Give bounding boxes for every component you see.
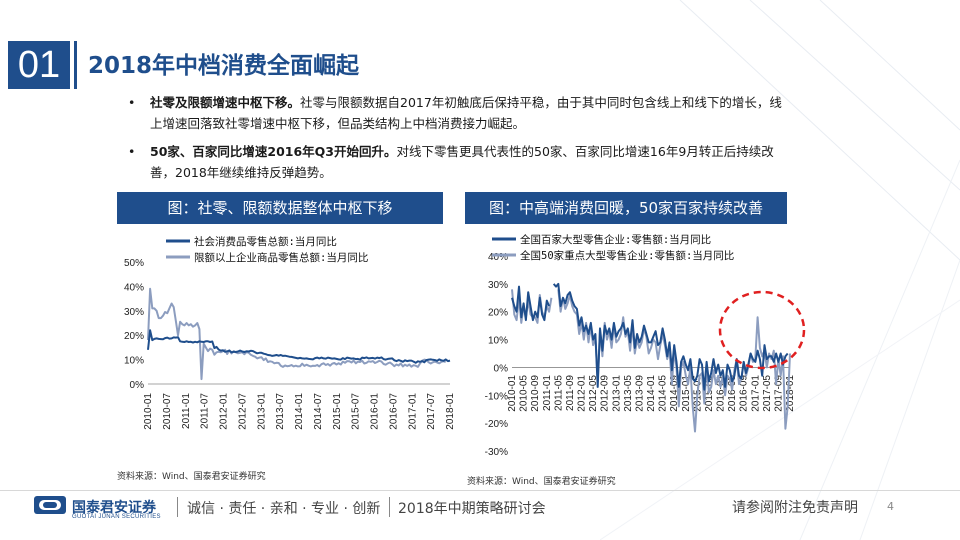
x-tick-label: 2017-01 [750,375,761,412]
x-tick-label: 2017-09 [773,375,784,412]
y-tick-label: 20% [488,308,508,319]
section-number: 01 [8,41,70,89]
x-tick-label: 2015-01 [332,393,343,430]
bullet-2-heading: 50家、百家同比增速2016年Q3开始回升。 [150,144,397,159]
footer-slogan: 诚信 · 责任 · 亲和 · 专业 · 创新 [187,501,381,517]
x-tick-label: 2016-05 [727,375,738,412]
footer-disclaimer: 请参阅附注免责声明 [732,500,858,516]
series-line [147,287,447,381]
legend-label: 社会消费品零售总额:当月同比 [194,235,337,248]
x-tick-label: 2016-01 [370,393,381,430]
x-tick-label: 2014-07 [313,393,324,430]
y-tick-label: 10% [488,336,508,347]
x-tick-label: 2013-09 [634,375,645,412]
y-tick-label: -30% [485,447,508,458]
y-tick-label: -10% [485,391,508,402]
x-tick-label: 2015-07 [351,393,362,430]
y-tick-label: 0% [494,363,509,374]
charts-canvas: 0%10%20%30%40%50%2010-01 2010-07 2011-01 20… [124,233,806,458]
company-logo-icon [34,496,66,514]
x-tick-label: 2016-09 [739,375,750,412]
x-tick-label: 2012-07 [237,393,248,430]
x-tick-label: 2017-01 [407,393,418,430]
x-tick-label: 2014-05 [658,375,669,412]
x-tick-label: 2013-01 [256,393,267,430]
x-tick-label: 2017-05 [762,375,773,412]
footer-divider [0,490,960,491]
x-tick-label: 2018-01 [445,393,456,430]
bullet-dot: • [128,95,136,110]
y-tick-label: 50% [124,258,144,269]
x-tick-label: 2018-01 [785,375,796,412]
bullet-item-1: • 社零及限额增速中枢下移。社零与限额数据自2017年初触底后保持平稳，由于其中… [128,92,793,134]
left-chart-title: 图：社零、限额数据整体中枢下移 [117,192,443,224]
x-tick-label: 2010-07 [162,393,173,430]
bullet-1-heading: 社零及限额增速中枢下移。 [150,95,301,110]
x-tick-label: 2011-01 [181,393,192,429]
x-tick-label: 2013-05 [623,375,634,412]
x-tick-label: 2012-01 [219,393,230,430]
x-tick-label: 2016-07 [388,393,399,430]
bullet-2-text: 对线下零售更具代表性的50家、百家同比增速16年9月转正后持续改善，2018年继… [150,144,774,180]
title-divider [74,41,77,89]
x-tick-label: 2014-01 [646,375,657,412]
decorative-lines [600,0,960,540]
y-tick-label: 0% [130,380,145,391]
x-tick-label: 2010-01 [507,375,518,412]
x-tick-label: 2012-05 [588,375,599,412]
y-tick-label: 20% [124,331,144,342]
legend-label: 全国百家大型零售企业:零售额:当月同比 [520,233,711,246]
x-tick-label: 2015-01 [681,375,692,412]
x-tick-label: 2011-05 [553,375,564,411]
x-tick-label: 2013-01 [611,375,622,412]
bullet-list: • 社零及限额增速中枢下移。社零与限额数据自2017年初触底后保持平稳，由于其中… [128,92,793,190]
x-tick-label: 2011-01 [542,375,553,411]
x-tick-label: 2010-05 [519,375,530,412]
bullet-dot: • [128,144,136,159]
footer-meeting: 2018年中期策略研讨会 [398,501,546,517]
x-tick-label: 2013-07 [275,393,286,430]
left-chart-source: 资料来源：Wind、国泰君安证券研究 [117,472,266,482]
x-tick-label: 2016-01 [716,375,727,412]
x-tick-label: 2010-09 [530,375,541,412]
x-tick-label: 2011-07 [200,393,211,429]
series-line [511,282,789,391]
bullet-1-text: 社零与限额数据自2017年初触底后保持平稳，由于其中同时包含线上和线下的增长，线… [150,95,782,131]
legend-label: 全国50家重点大型零售企业:零售额:当月同比 [520,249,734,262]
x-tick-label: 2014-01 [294,393,305,430]
footer-brand: 国泰君安证券 [72,500,156,516]
right-chart-source: 资料来源：Wind、国泰君安证券研究 [467,477,616,487]
x-tick-label: 2010-01 [143,393,154,430]
y-tick-label: 40% [124,282,144,293]
page-title: 2018年中档消费全面崛起 [88,53,360,79]
x-tick-label: 2017-07 [426,393,437,430]
bullet-item-2: • 50家、百家同比增速2016年Q3开始回升。对线下零售更具代表性的50家、百… [128,141,793,183]
y-tick-label: 40% [488,252,508,263]
right-chart-title: 图：中高端消费回暖，50家百家持续改善 [465,192,787,224]
y-tick-label: -20% [485,419,508,430]
footer-brand-en: GUOTAI JUNAN SECURITIES [72,514,161,520]
footer-separator [389,497,390,517]
series-line [147,329,451,364]
x-tick-label: 2012-09 [600,375,611,412]
y-tick-label: 30% [488,280,508,291]
x-tick-label: 2011-09 [565,375,576,411]
footer-separator [177,497,178,517]
x-tick-label: 2012-01 [577,375,588,412]
page-number: 4 [887,500,894,513]
highlight-circle [718,290,806,370]
legend-label: 限额以上企业商品零售总额:当月同比 [194,251,368,264]
y-tick-label: 30% [124,307,144,318]
y-tick-label: 10% [124,356,144,367]
x-tick-label: 2014-09 [669,375,680,412]
